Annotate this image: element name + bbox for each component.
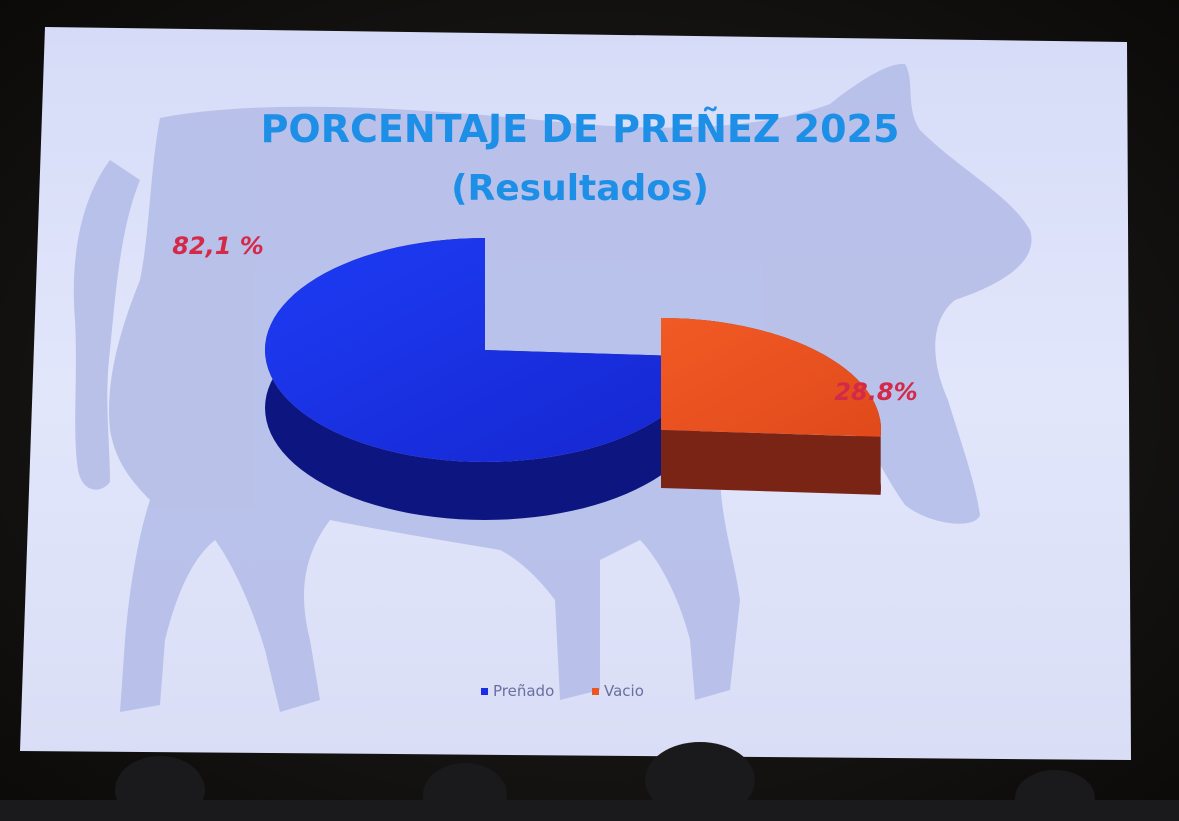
- pie-slice-prenado-top: [265, 238, 705, 462]
- pie-slice-prenado: [265, 238, 705, 520]
- legend-swatch-prenado: [481, 688, 488, 695]
- pie-chart: [265, 238, 881, 520]
- audience-silhouettes: [0, 742, 1179, 821]
- legend-swatch-vacio: [592, 688, 599, 695]
- pie-slice-vacio: [661, 318, 881, 495]
- slide-title: PORCENTAJE DE PREÑEZ 2025: [261, 107, 900, 151]
- legend-label-prenado: Preñado: [493, 682, 554, 700]
- chart-legend: Preñado Vacio: [481, 682, 644, 700]
- legend-label-vacio: Vacio: [604, 682, 644, 700]
- data-label-prenado: 82,1 %: [172, 232, 264, 260]
- slide-subtitle: (Resultados): [451, 168, 709, 209]
- pie-slice-vacio-top: [661, 318, 881, 437]
- audience-head: [645, 742, 755, 818]
- pie-slice-vacio-cut-face: [661, 430, 881, 495]
- data-label-vacio: 28.8%: [834, 378, 917, 406]
- audience-row: [0, 800, 1179, 821]
